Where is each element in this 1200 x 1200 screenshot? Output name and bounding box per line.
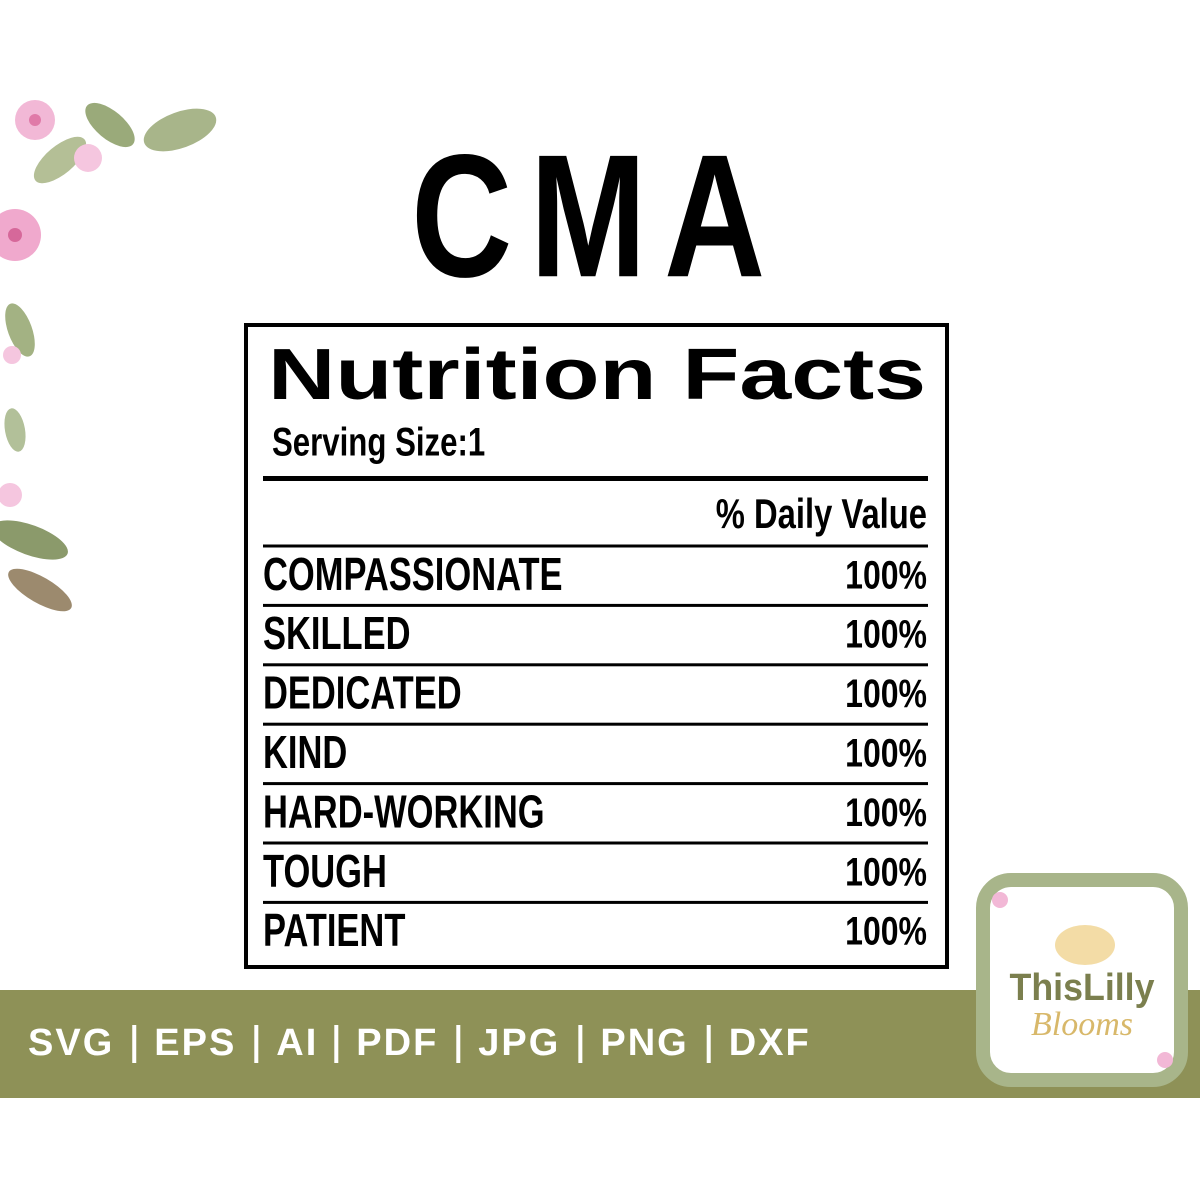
thick-rule (263, 476, 928, 481)
row-name: HARD-WORKING (263, 786, 545, 838)
format: DXF (729, 1022, 811, 1064)
label-box (244, 323, 949, 969)
row-rule (263, 782, 928, 786)
logo-line2: Blooms (1031, 1006, 1133, 1043)
row-value: 100% (845, 611, 927, 656)
serving-size: Serving Size:1 (272, 420, 485, 465)
row-value: 100% (845, 789, 927, 834)
separator (456, 1025, 461, 1063)
separator (578, 1025, 583, 1063)
logo-flower (1157, 1052, 1173, 1068)
row-name: PATIENT (263, 904, 406, 956)
row-name: KIND (263, 726, 347, 778)
separator (254, 1025, 259, 1063)
row-name: SKILLED (263, 607, 411, 659)
rows: COMPASSIONATE 100% SKILLED 100% DEDICATED 100… (263, 544, 928, 956)
format: AI (276, 1022, 318, 1064)
row-name: COMPASSIONATE (263, 548, 563, 600)
format: EPS (154, 1022, 236, 1064)
format: PDF (356, 1022, 438, 1064)
separator (706, 1025, 711, 1063)
row-rule (263, 722, 928, 726)
separator (334, 1025, 339, 1063)
row-value: 100% (845, 908, 927, 953)
format: PNG (600, 1022, 688, 1064)
row-rule (263, 544, 928, 548)
row-value: 100% (845, 730, 927, 775)
row-name: DEDICATED (263, 667, 462, 719)
row-rule (263, 663, 928, 667)
row-name: TOUGH (263, 845, 387, 897)
separator (132, 1025, 137, 1063)
row-rule (263, 900, 928, 904)
label-heading: Nutrition Facts (268, 335, 926, 415)
format: SVG (28, 1022, 114, 1064)
format-list: SVG EPS AI PDF JPG PNG DXF (28, 1022, 811, 1064)
floral-decoration (0, 100, 217, 612)
row-value: 100% (845, 671, 927, 716)
row-value: 100% (845, 552, 927, 597)
row-rule (263, 841, 928, 845)
logo-flower (992, 892, 1008, 908)
row-rule (263, 603, 928, 607)
row-value: 100% (845, 849, 927, 894)
title: CMA (411, 118, 783, 313)
logo-frame (976, 873, 1188, 1087)
logo-lily (1055, 925, 1115, 965)
format: JPG (478, 1022, 560, 1064)
logo-line1: ThisLilly (1010, 967, 1155, 1009)
column-header: % Daily Value (716, 490, 927, 537)
logo: ThisLilly Blooms (976, 873, 1188, 1087)
